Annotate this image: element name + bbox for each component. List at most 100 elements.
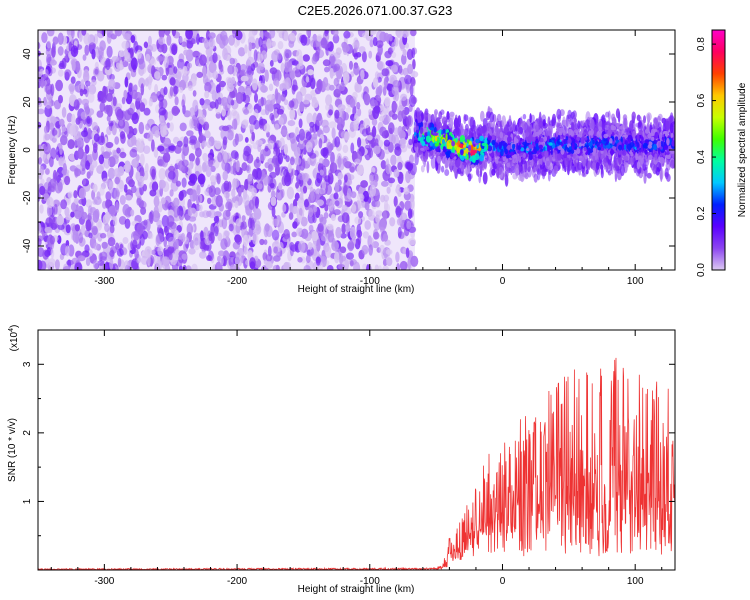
noise-speckle <box>397 161 403 171</box>
noise-speckle <box>158 107 167 116</box>
noise-speckle <box>242 194 250 206</box>
noise-speckle <box>256 182 263 190</box>
noise-speckle <box>267 140 275 150</box>
noise-speckle <box>107 237 116 247</box>
noise-speckle <box>383 76 388 88</box>
noise-speckle <box>278 182 283 191</box>
noise-speckle <box>82 88 88 95</box>
noise-speckle <box>46 40 51 49</box>
noise-speckle <box>357 193 365 202</box>
noise-speckle <box>218 250 225 257</box>
noise-speckle <box>289 156 295 166</box>
noise-speckle <box>269 182 275 189</box>
noise-speckle <box>183 49 190 56</box>
noise-speckle <box>221 96 229 107</box>
noise-speckle <box>193 232 201 246</box>
noise-speckle <box>295 182 300 189</box>
noise-speckle <box>163 137 172 147</box>
noise-speckle <box>387 177 396 184</box>
signal-halo-speckle <box>619 163 625 177</box>
signal-halo-speckle <box>467 173 472 182</box>
signal-halo-speckle <box>518 162 522 173</box>
noise-speckle <box>158 168 166 181</box>
noise-speckle <box>46 198 51 206</box>
noise-speckle <box>136 143 144 153</box>
signal-halo-speckle <box>625 126 631 133</box>
noise-speckle <box>106 104 113 117</box>
noise-speckle <box>382 265 390 270</box>
noise-speckle <box>344 174 348 183</box>
noise-speckle <box>237 47 246 57</box>
noise-speckle <box>167 246 175 254</box>
figure-title: C2E5.2026.071.00.37.G23 <box>298 3 453 18</box>
noise-speckle <box>231 76 236 85</box>
noise-speckle <box>227 93 233 106</box>
noise-speckle <box>328 168 333 177</box>
noise-speckle <box>164 30 171 36</box>
noise-speckle <box>352 41 360 48</box>
noise-speckle <box>178 210 185 221</box>
noise-speckle <box>106 115 111 122</box>
noise-speckle <box>38 260 47 270</box>
noise-speckle <box>181 159 189 167</box>
noise-speckle <box>151 125 160 137</box>
noise-speckle <box>400 144 408 153</box>
noise-speckle <box>161 197 166 205</box>
noise-speckle <box>310 190 316 202</box>
noise-speckle <box>340 233 347 239</box>
noise-speckle <box>208 233 213 242</box>
signal-halo-speckle <box>457 115 461 128</box>
noise-speckle <box>234 133 239 146</box>
signal-halo-speckle <box>611 116 617 125</box>
noise-speckle <box>329 67 334 79</box>
noise-speckle <box>283 31 289 42</box>
noise-speckle <box>353 261 361 270</box>
noise-speckle <box>283 261 290 270</box>
noise-speckle <box>117 257 122 268</box>
noise-speckle <box>92 210 100 223</box>
noise-speckle <box>92 183 98 193</box>
noise-speckle <box>153 147 159 158</box>
noise-speckle <box>378 116 385 122</box>
noise-speckle <box>314 178 321 187</box>
noise-speckle <box>151 139 155 152</box>
noise-speckle <box>75 117 81 125</box>
noise-speckle <box>331 240 339 252</box>
signal-halo-speckle <box>591 162 597 171</box>
noise-speckle <box>174 144 182 154</box>
noise-speckle <box>235 160 240 173</box>
noise-speckle <box>248 41 253 52</box>
noise-speckle <box>149 213 154 225</box>
signal-halo-speckle <box>530 114 535 123</box>
noise-speckle <box>71 113 76 126</box>
noise-speckle <box>109 73 115 81</box>
noise-speckle <box>109 225 115 234</box>
noise-speckle <box>85 257 91 266</box>
noise-speckle <box>59 118 65 127</box>
noise-speckle <box>167 209 175 217</box>
noise-speckle <box>174 230 180 239</box>
noise-speckle <box>280 129 288 136</box>
noise-speckle <box>276 30 284 34</box>
noise-speckle <box>305 76 310 83</box>
noise-speckle <box>267 245 272 257</box>
noise-speckle <box>219 256 224 266</box>
noise-speckle <box>98 46 105 57</box>
noise-speckle <box>307 69 314 76</box>
noise-speckle <box>224 230 230 237</box>
noise-speckle <box>400 93 408 102</box>
noise-speckle <box>311 99 319 108</box>
signal-halo-speckle <box>464 167 469 175</box>
noise-speckle <box>45 101 52 109</box>
noise-speckle <box>300 216 308 227</box>
signal-halo-speckle <box>556 131 559 137</box>
noise-speckle <box>403 187 410 195</box>
noise-speckle <box>333 192 339 200</box>
noise-speckle <box>83 32 91 45</box>
noise-speckle <box>198 204 203 211</box>
noise-speckle <box>53 203 58 215</box>
noise-speckle <box>156 219 163 228</box>
noise-speckle <box>334 200 340 207</box>
noise-speckle <box>383 203 391 213</box>
noise-speckle <box>49 235 55 245</box>
